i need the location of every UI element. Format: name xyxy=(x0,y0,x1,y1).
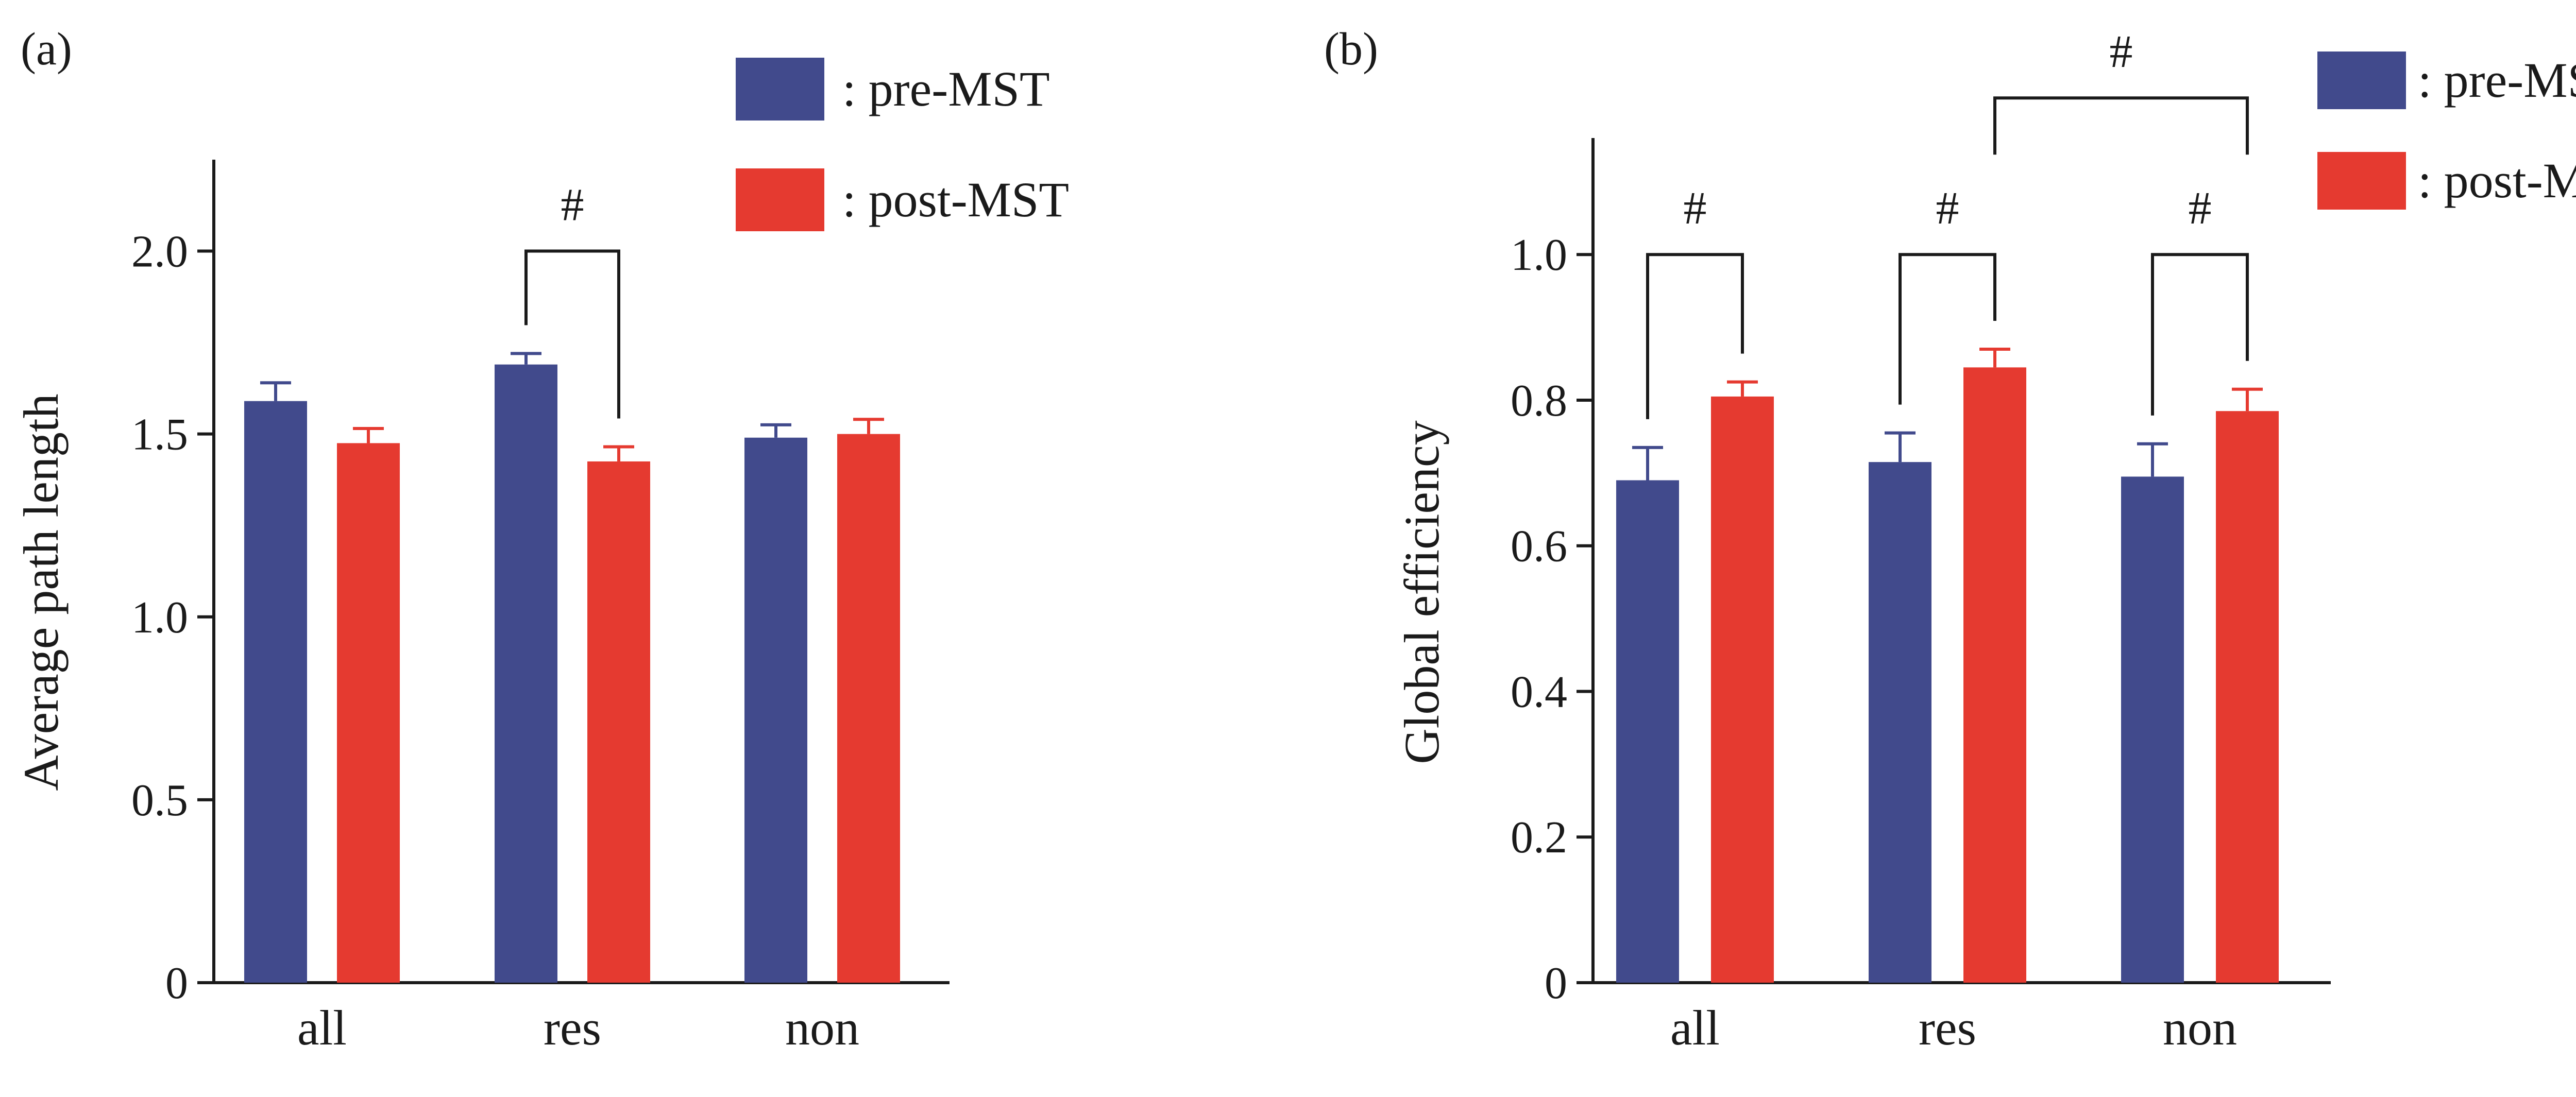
panel-a-y-tick-label: 0 xyxy=(165,958,188,1008)
panel-a-bar-post-all xyxy=(337,443,400,983)
panel-b-significance-bracket xyxy=(1646,253,1744,419)
panel-b-y-tick-label: 0.8 xyxy=(1511,376,1567,426)
panel-a-x-tick-label: all xyxy=(297,1000,347,1055)
panel-b-significance-bracket xyxy=(2151,253,2249,416)
panel-b-y-tick-label: 0.6 xyxy=(1511,522,1567,572)
panel-a-bar-pre-non xyxy=(744,437,807,983)
panel-b-bar-pre-res xyxy=(1869,462,1931,983)
panel-a-y-tick-label: 0.5 xyxy=(131,776,188,826)
panel-b-y-tick-label: 1.0 xyxy=(1511,230,1567,280)
panel-b-significance-mark: # xyxy=(2110,26,2133,77)
panel-a-bar-post-res xyxy=(587,461,650,983)
panel-a-y-tick-label: 2.0 xyxy=(131,227,188,277)
panel-b-significance-mark: # xyxy=(1936,183,1959,234)
panel-a-y-axis-title: Average path length xyxy=(13,393,69,791)
panel-b-y-tick-label: 0.4 xyxy=(1511,667,1567,717)
panel-b-y-tick-label: 0.2 xyxy=(1511,813,1567,863)
panel-a-legend-label-post: : post-MST xyxy=(842,172,1069,227)
panel-b-bar-post-non xyxy=(2216,411,2279,983)
panel-b-bar-post-res xyxy=(1963,367,2026,983)
panel-b-x-tick-label: all xyxy=(1670,1000,1720,1055)
panel-a-legend-swatch-post xyxy=(736,168,824,231)
panel-b-bar-pre-non xyxy=(2121,476,2184,983)
panel-a-legend-swatch-pre xyxy=(736,58,824,121)
panel-a-x-tick-label: non xyxy=(785,1000,859,1055)
panel-a-significance-bracket xyxy=(524,249,620,419)
panel-b-significance-mark: # xyxy=(2189,183,2212,234)
panel-b-label: (b) xyxy=(1324,24,1378,75)
panel-a-y-tick-label: 1.5 xyxy=(131,410,188,460)
panel-a-significance-mark: # xyxy=(561,180,584,231)
panel-b-significance-mark: # xyxy=(1684,183,1707,234)
panel-b-significance-bracket xyxy=(1993,96,2249,155)
panel-b-legend-label-pre: : pre-MST xyxy=(2418,53,2576,108)
panel-b-x-tick-label: non xyxy=(2163,1000,2237,1055)
panel-b-significance-bracket xyxy=(1899,253,1996,405)
panel-a-bar-pre-res xyxy=(495,364,557,983)
panel-b-bar-post-all xyxy=(1711,396,1774,983)
panel-b-x-tick-label: res xyxy=(1919,1000,1976,1055)
panel-a-y-tick-label: 1.0 xyxy=(131,593,188,643)
panel-a-chart: (a) 0 0.5 1.0 1.5 2.0 Average path length all re… xyxy=(13,24,1069,1055)
panel-b-y-axis-title: Global efficiency xyxy=(1394,420,1449,764)
panel-a-label: (a) xyxy=(21,24,72,75)
panel-b-legend-swatch-pre xyxy=(2317,52,2406,109)
panel-b-legend-swatch-post xyxy=(2317,152,2406,210)
panel-b-chart: (b) 0 0.2 0.4 0.6 0.8 1.0 Global efficiency all r… xyxy=(1324,24,2576,1055)
panel-b-bar-pre-all xyxy=(1616,480,1679,983)
panel-a-x-tick-label: res xyxy=(544,1000,601,1055)
panel-a-legend-label-pre: : pre-MST xyxy=(842,61,1050,116)
panel-a-bar-pre-all xyxy=(244,401,307,983)
panel-b-y-tick-label: 0 xyxy=(1545,958,1567,1008)
panel-a-bar-post-non xyxy=(837,434,900,983)
panel-b-legend-label-post: : post-MST xyxy=(2418,153,2576,208)
